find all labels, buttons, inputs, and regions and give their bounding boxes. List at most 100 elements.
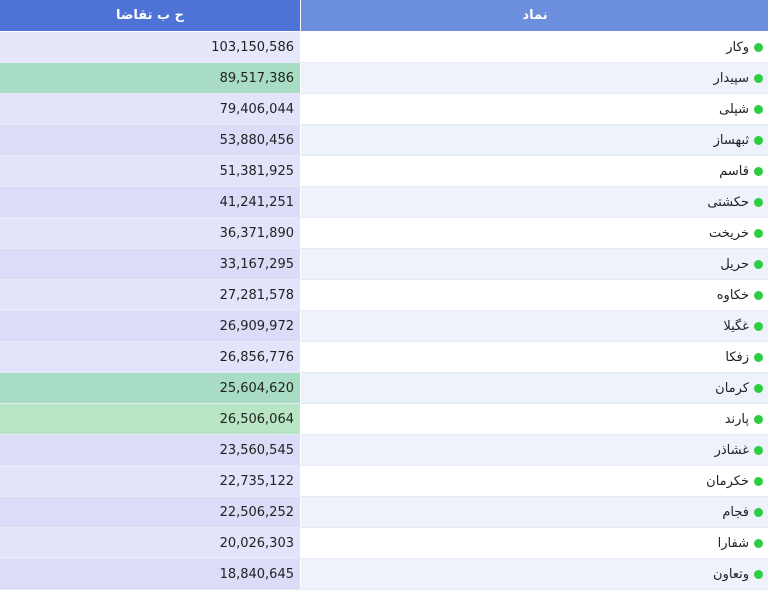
symbol-cell[interactable]: کرمان: [300, 372, 768, 404]
table-row[interactable]: خکرمان 22,735,122: [0, 465, 768, 497]
symbol-cell[interactable]: حکشتی: [300, 186, 768, 218]
demand-volume-value: 22,506,252: [219, 504, 294, 520]
symbol-name[interactable]: خکاوه: [716, 287, 749, 303]
demand-volume-value: 18,840,645: [219, 566, 294, 582]
status-dot-icon: [754, 569, 763, 579]
table-row[interactable]: پارند 26,506,064: [0, 403, 768, 435]
demand-volume-cell: 18,840,645: [0, 558, 301, 590]
demand-volume-cell: 53,880,456: [0, 124, 301, 156]
demand-volume-cell: 51,381,925: [0, 155, 301, 187]
symbol-cell[interactable]: وتعاون: [300, 558, 768, 590]
status-dot-icon: [754, 290, 763, 300]
demand-volume-value: 103,150,586: [211, 39, 294, 55]
symbol-cell[interactable]: سپیدار: [300, 62, 768, 94]
demand-volume-cell: 23,560,545: [0, 434, 301, 466]
symbol-cell[interactable]: حریل: [300, 248, 768, 280]
symbol-cell[interactable]: فجام: [300, 496, 768, 528]
symbol-name[interactable]: خریخت: [709, 225, 749, 241]
symbol-name[interactable]: وتعاون: [713, 566, 749, 582]
symbol-cell[interactable]: وکار: [300, 31, 768, 63]
symbol-name[interactable]: فجام: [722, 504, 749, 520]
symbol-name[interactable]: سپیدار: [713, 70, 749, 86]
header-demand-volume[interactable]: ح ب تقاضا: [0, 0, 301, 32]
demand-volume-value: 23,560,545: [219, 442, 294, 458]
symbol-name[interactable]: شفارا: [717, 535, 749, 551]
symbol-cell[interactable]: خریخت: [300, 217, 768, 249]
table-body: وکار 103,150,586 سپیدار 89,517,386 شپلی 79,40…: [0, 31, 768, 590]
demand-volume-cell: 25,604,620: [0, 372, 301, 404]
table-row[interactable]: کرمان 25,604,620: [0, 372, 768, 404]
demand-volume-value: 26,506,064: [219, 411, 294, 427]
demand-volume-value: 25,604,620: [219, 380, 294, 396]
header-symbol[interactable]: نماد: [300, 0, 768, 32]
demand-volume-cell: 33,167,295: [0, 248, 301, 280]
demand-volume-value: 51,381,925: [219, 163, 294, 179]
table-header-row: نماد ح ب تقاضا: [0, 0, 768, 32]
table-row[interactable]: قاسم 51,381,925: [0, 155, 768, 187]
symbol-cell[interactable]: شفارا: [300, 527, 768, 559]
table-row[interactable]: ثبهساز 53,880,456: [0, 124, 768, 156]
demand-volume-value: 20,026,303: [219, 535, 294, 551]
symbol-name[interactable]: غگیلا: [723, 318, 749, 334]
symbol-cell[interactable]: قاسم: [300, 155, 768, 187]
table-row[interactable]: شفارا 20,026,303: [0, 527, 768, 559]
symbol-cell[interactable]: خکاوه: [300, 279, 768, 311]
symbol-name[interactable]: پارند: [724, 411, 749, 427]
status-dot-icon: [754, 135, 763, 145]
symbol-cell[interactable]: زفکا: [300, 341, 768, 373]
symbol-name[interactable]: حریل: [720, 256, 749, 272]
demand-volume-cell: 26,506,064: [0, 403, 301, 435]
symbol-name[interactable]: وکار: [726, 39, 749, 55]
table-row[interactable]: وتعاون 18,840,645: [0, 558, 768, 590]
table-row[interactable]: شپلی 79,406,044: [0, 93, 768, 125]
symbol-cell[interactable]: غگیلا: [300, 310, 768, 342]
status-dot-icon: [754, 321, 763, 331]
table-row[interactable]: غشاذر 23,560,545: [0, 434, 768, 466]
demand-volume-cell: 89,517,386: [0, 62, 301, 94]
demand-volume-cell: 22,735,122: [0, 465, 301, 497]
symbol-cell[interactable]: ثبهساز: [300, 124, 768, 156]
status-dot-icon: [754, 104, 763, 114]
status-dot-icon: [754, 538, 763, 548]
table-row[interactable]: غگیلا 26,909,972: [0, 310, 768, 342]
demand-volume-cell: 22,506,252: [0, 496, 301, 528]
symbol-cell[interactable]: شپلی: [300, 93, 768, 125]
symbol-cell[interactable]: پارند: [300, 403, 768, 435]
symbol-name[interactable]: شپلی: [719, 101, 749, 117]
table-row[interactable]: زفکا 26,856,776: [0, 341, 768, 373]
table-row[interactable]: خریخت 36,371,890: [0, 217, 768, 249]
demand-volume-value: 41,241,251: [219, 194, 294, 210]
table-row[interactable]: حکشتی 41,241,251: [0, 186, 768, 218]
status-dot-icon: [754, 166, 763, 176]
status-dot-icon: [754, 73, 763, 83]
status-dot-icon: [754, 42, 763, 52]
symbol-name[interactable]: کرمان: [715, 380, 749, 396]
symbol-name[interactable]: غشاذر: [714, 442, 749, 458]
table-row[interactable]: فجام 22,506,252: [0, 496, 768, 528]
demand-table: نماد ح ب تقاضا وکار 103,150,586 سپیدار 89,5…: [0, 0, 768, 590]
table-row[interactable]: سپیدار 89,517,386: [0, 62, 768, 94]
status-dot-icon: [754, 414, 763, 424]
table-row[interactable]: حریل 33,167,295: [0, 248, 768, 280]
demand-volume-value: 22,735,122: [219, 473, 294, 489]
symbol-name[interactable]: ثبهساز: [713, 132, 749, 148]
demand-volume-value: 26,909,972: [219, 318, 294, 334]
demand-volume-value: 26,856,776: [219, 349, 294, 365]
symbol-cell[interactable]: غشاذر: [300, 434, 768, 466]
demand-volume-cell: 27,281,578: [0, 279, 301, 311]
demand-volume-value: 89,517,386: [219, 70, 294, 86]
table-row[interactable]: وکار 103,150,586: [0, 31, 768, 63]
table-row[interactable]: خکاوه 27,281,578: [0, 279, 768, 311]
symbol-name[interactable]: خکرمان: [706, 473, 749, 489]
symbol-name[interactable]: زفکا: [725, 349, 749, 365]
demand-volume-cell: 20,026,303: [0, 527, 301, 559]
symbol-name[interactable]: حکشتی: [707, 194, 749, 210]
status-dot-icon: [754, 259, 763, 269]
demand-volume-cell: 26,909,972: [0, 310, 301, 342]
status-dot-icon: [754, 476, 763, 486]
status-dot-icon: [754, 383, 763, 393]
demand-volume-cell: 26,856,776: [0, 341, 301, 373]
symbol-cell[interactable]: خکرمان: [300, 465, 768, 497]
symbol-name[interactable]: قاسم: [719, 163, 749, 179]
demand-volume-value: 36,371,890: [219, 225, 294, 241]
